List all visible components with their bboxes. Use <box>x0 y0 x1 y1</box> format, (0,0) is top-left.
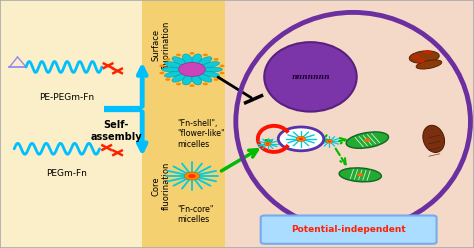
Circle shape <box>219 72 225 74</box>
Circle shape <box>159 64 164 67</box>
Ellipse shape <box>346 132 389 148</box>
Circle shape <box>176 83 181 85</box>
Ellipse shape <box>162 67 180 72</box>
Bar <box>142 0 225 248</box>
Bar <box>0 0 142 248</box>
FancyBboxPatch shape <box>261 216 437 244</box>
Ellipse shape <box>199 74 212 82</box>
Circle shape <box>278 127 324 151</box>
Circle shape <box>326 140 333 143</box>
Text: Core
fluorination: Core fluorination <box>152 162 171 210</box>
Circle shape <box>176 54 181 56</box>
Ellipse shape <box>182 54 192 63</box>
Circle shape <box>165 58 170 61</box>
Circle shape <box>264 142 271 146</box>
Ellipse shape <box>192 54 201 63</box>
Circle shape <box>424 50 431 54</box>
Ellipse shape <box>172 57 185 65</box>
Text: "Fn-shell",
"flower-like"
micelles: "Fn-shell", "flower-like" micelles <box>178 119 225 149</box>
Circle shape <box>184 172 200 180</box>
Text: Potential-independent: Potential-independent <box>291 225 406 234</box>
Ellipse shape <box>264 42 357 112</box>
Circle shape <box>219 64 225 67</box>
Text: Surface
fluorination: Surface fluorination <box>152 20 171 69</box>
Circle shape <box>165 78 170 81</box>
Circle shape <box>296 136 306 141</box>
Bar <box>225 0 474 248</box>
Circle shape <box>328 140 331 142</box>
Ellipse shape <box>203 62 219 68</box>
Circle shape <box>203 54 208 56</box>
Circle shape <box>266 143 269 145</box>
Ellipse shape <box>164 62 181 68</box>
Ellipse shape <box>203 71 219 77</box>
Text: Self-
assembly: Self- assembly <box>91 120 142 142</box>
Text: PE-PEGm-Fn: PE-PEGm-Fn <box>39 93 94 102</box>
Ellipse shape <box>192 76 201 85</box>
Ellipse shape <box>199 57 212 65</box>
Ellipse shape <box>204 67 222 72</box>
Circle shape <box>179 62 205 76</box>
Text: nnnnnnn: nnnnnnn <box>291 73 330 81</box>
Circle shape <box>214 78 219 81</box>
Text: "Fn-core"
micelles: "Fn-core" micelles <box>178 205 214 224</box>
Circle shape <box>159 72 164 74</box>
Circle shape <box>188 174 196 178</box>
Ellipse shape <box>182 76 192 85</box>
Circle shape <box>417 59 425 63</box>
Ellipse shape <box>423 125 445 153</box>
Circle shape <box>214 58 219 61</box>
Circle shape <box>364 138 371 142</box>
Circle shape <box>203 83 208 85</box>
Ellipse shape <box>237 13 469 230</box>
Ellipse shape <box>416 60 442 69</box>
Circle shape <box>190 52 194 55</box>
Circle shape <box>190 84 194 87</box>
Circle shape <box>412 55 420 59</box>
Ellipse shape <box>172 74 185 82</box>
Ellipse shape <box>164 71 181 77</box>
Ellipse shape <box>409 51 439 63</box>
Text: PEGm-Fn: PEGm-Fn <box>46 169 87 178</box>
Circle shape <box>357 173 363 176</box>
Ellipse shape <box>339 168 382 182</box>
Circle shape <box>299 138 303 140</box>
